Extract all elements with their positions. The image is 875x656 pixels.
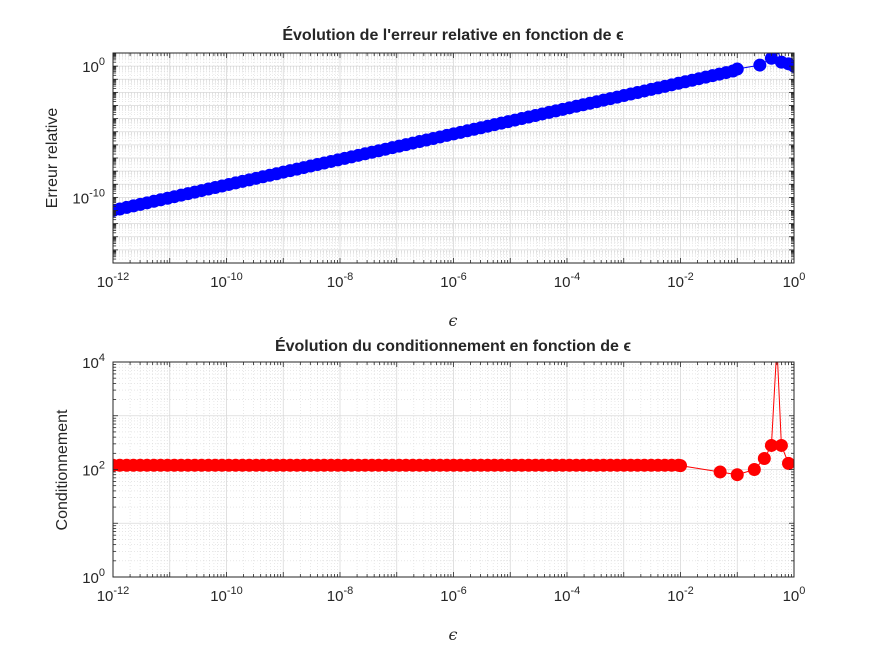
x-tick-exp: 0 bbox=[799, 585, 805, 597]
chart-title-1-text: Évolution de l'erreur relative en foncti… bbox=[282, 25, 624, 44]
x-tick-base: 10 bbox=[440, 274, 457, 291]
x-axis-label-2: ϵ bbox=[449, 625, 458, 644]
x-tick-base: 10 bbox=[327, 588, 344, 605]
y-tick-label: 100 bbox=[82, 56, 105, 76]
y-tick-exp: 2 bbox=[99, 460, 105, 472]
x-tick-base: 10 bbox=[667, 274, 684, 291]
x-tick-exp: -12 bbox=[113, 585, 129, 597]
x-tick-exp: -8 bbox=[343, 585, 353, 597]
x-tick-label: 10-8 bbox=[327, 271, 353, 291]
y-tick-exp: 0 bbox=[99, 567, 105, 579]
y-tick-exp: 4 bbox=[99, 352, 105, 364]
x-tick-base: 10 bbox=[327, 274, 344, 291]
x-tick-base: 10 bbox=[783, 274, 800, 291]
x-tick-label: 10-12 bbox=[97, 585, 130, 605]
data-point bbox=[753, 58, 767, 72]
x-tick-exp: -2 bbox=[684, 271, 694, 283]
x-tick-label: 10-8 bbox=[327, 585, 353, 605]
data-point bbox=[730, 468, 744, 482]
x-tick-base: 10 bbox=[667, 588, 684, 605]
data-point bbox=[713, 465, 727, 479]
x-tick-exp: -4 bbox=[570, 585, 580, 597]
y-tick-label: 10-10 bbox=[72, 187, 105, 207]
grid-1 bbox=[112, 53, 794, 264]
y-tick-base: 10 bbox=[82, 463, 99, 480]
y-tick-base: 10 bbox=[82, 570, 99, 587]
x-tick-label: 100 bbox=[783, 585, 806, 605]
x-tick-exp: -10 bbox=[227, 585, 243, 597]
x-tick-label: 10-12 bbox=[97, 271, 130, 291]
data-point bbox=[730, 62, 744, 76]
x-tick-label: 100 bbox=[783, 271, 806, 291]
y-tick-exp: 0 bbox=[99, 56, 105, 68]
x-tick-exp: -2 bbox=[684, 585, 694, 597]
x-tick-base: 10 bbox=[97, 588, 114, 605]
x-tick-label: 10-4 bbox=[554, 585, 580, 605]
series-relative-error bbox=[113, 53, 794, 217]
data-point bbox=[747, 463, 761, 476]
y-axis-label-2: Conditionnement bbox=[54, 409, 71, 531]
x-tick-exp: 0 bbox=[799, 271, 805, 283]
y-tick-base: 10 bbox=[82, 355, 99, 372]
x-tick-exp: -8 bbox=[343, 271, 353, 283]
y-tick-exp: -10 bbox=[89, 187, 105, 199]
x-tick-base: 10 bbox=[554, 588, 571, 605]
data-point bbox=[773, 53, 781, 55]
data-point bbox=[674, 459, 687, 473]
x-tick-exp: -4 bbox=[570, 271, 580, 283]
x-tick-label: 10-6 bbox=[440, 271, 466, 291]
x-tick-label: 10-2 bbox=[667, 271, 693, 291]
series-conditioning bbox=[113, 340, 794, 482]
y-tick-label: 102 bbox=[82, 460, 105, 480]
data-point bbox=[782, 456, 794, 470]
x-axis-label-1: ϵ bbox=[449, 311, 458, 330]
data-point bbox=[774, 438, 788, 452]
x-tick-exp: -10 bbox=[227, 271, 243, 283]
y-axis-label-1: Erreur relative bbox=[44, 108, 61, 209]
data-point bbox=[757, 452, 771, 466]
x-tick-exp: -12 bbox=[113, 271, 129, 283]
x-tick-label: 10-10 bbox=[210, 271, 243, 291]
x-tick-label: 10-2 bbox=[667, 585, 693, 605]
x-tick-base: 10 bbox=[97, 274, 114, 291]
y-tick-base: 10 bbox=[72, 190, 89, 207]
x-tick-base: 10 bbox=[210, 274, 227, 291]
chart-title-1: Évolution de l'erreur relative en foncti… bbox=[282, 25, 624, 44]
x-tick-label: 10-10 bbox=[210, 585, 243, 605]
x-tick-base: 10 bbox=[554, 274, 571, 291]
x-tick-base: 10 bbox=[440, 588, 457, 605]
x-tick-base: 10 bbox=[210, 588, 227, 605]
grid-2 bbox=[112, 362, 794, 578]
data-point bbox=[771, 340, 783, 352]
x-tick-exp: -6 bbox=[457, 271, 467, 283]
chart-title-2: Évolution du conditionnement en fonction… bbox=[275, 336, 631, 355]
y-tick-base: 10 bbox=[82, 59, 99, 76]
x-tick-exp: -6 bbox=[457, 585, 467, 597]
x-tick-base: 10 bbox=[783, 588, 800, 605]
y-tick-label: 104 bbox=[82, 352, 105, 372]
x-tick-label: 10-4 bbox=[554, 271, 580, 291]
y-tick-label: 100 bbox=[82, 567, 105, 587]
chart-title-2-text: Évolution du conditionnement en fonction… bbox=[275, 336, 631, 355]
x-tick-label: 10-6 bbox=[440, 585, 466, 605]
